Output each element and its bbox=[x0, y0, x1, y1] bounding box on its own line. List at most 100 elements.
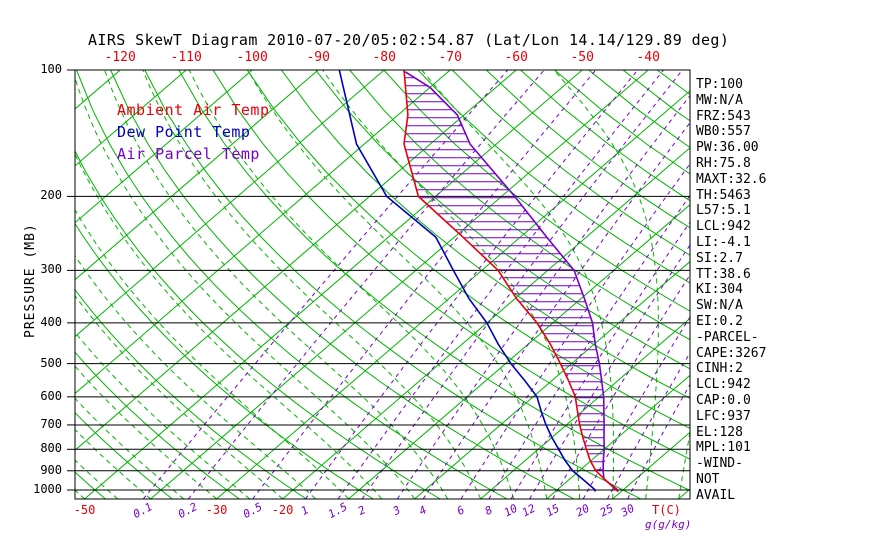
isotherm-line bbox=[414, 260, 690, 499]
moist-adiabat-line bbox=[322, 70, 581, 499]
stats-line: -PARCEL- bbox=[696, 329, 759, 345]
isotherm-line bbox=[84, 70, 583, 499]
isotherm-line bbox=[75, 70, 187, 167]
moist-adiabat-line bbox=[553, 70, 659, 499]
dry-adiabat-line bbox=[76, 70, 508, 499]
isotherm-line bbox=[75, 70, 319, 281]
isotherm-line bbox=[282, 147, 690, 499]
moist-adiabat-line bbox=[142, 70, 482, 499]
dry-adiabat-line bbox=[212, 70, 690, 460]
moist-adiabat-line bbox=[75, 397, 185, 499]
moist-adiabat-line bbox=[188, 70, 515, 499]
stats-line: AVAIL bbox=[696, 487, 736, 503]
stats-line: CAP:0.0 bbox=[696, 393, 751, 408]
top-axis-tick-label: -70 bbox=[438, 50, 462, 65]
stats-line: MW:N/A bbox=[696, 92, 743, 108]
stats-line: LCL:942 bbox=[696, 377, 751, 393]
mixing-ratio-line bbox=[305, 70, 639, 499]
ambient-air-temp-curve bbox=[403, 70, 619, 493]
top-axis-tick-label: -110 bbox=[170, 50, 202, 65]
air-parcel-temp-curve bbox=[404, 71, 619, 492]
stats-line: -WIND- bbox=[696, 456, 743, 472]
isotherm-line bbox=[216, 90, 690, 499]
stats-line: TT:38.6 bbox=[696, 266, 751, 282]
pressure-tick-label: 300 bbox=[40, 262, 62, 277]
moist-adiabat-line bbox=[104, 70, 449, 499]
stats-line: RH:75.8 bbox=[696, 156, 751, 171]
dry-adiabat-line bbox=[75, 222, 374, 499]
dry-adiabat-line bbox=[485, 70, 690, 229]
dry-adiabat-line bbox=[178, 70, 690, 492]
top-axis-tick-label: -80 bbox=[372, 50, 396, 65]
isotherm-line bbox=[75, 70, 385, 338]
dry-adiabat-line bbox=[75, 471, 106, 499]
mixing-ratio-line bbox=[422, 121, 690, 499]
pressure-tick-label: 600 bbox=[40, 388, 62, 403]
mixing-ratio-line bbox=[460, 163, 690, 499]
top-axis-tick-label: -100 bbox=[236, 50, 268, 65]
stats-line: SI:2.7 bbox=[696, 250, 743, 266]
legend-dew-point-temp: Dew Point Temp bbox=[117, 123, 251, 141]
temp-axis-unit-label: T(C) bbox=[652, 503, 681, 517]
dry-adiabat-line bbox=[144, 70, 642, 499]
top-axis-tick-label: -120 bbox=[104, 50, 136, 65]
pressure-tick-label: 400 bbox=[40, 314, 62, 329]
plot-frame bbox=[74, 69, 691, 500]
legend-air-parcel-temp: Air Parcel Temp bbox=[117, 145, 260, 163]
bottom-temp-tick-label: -20 bbox=[271, 503, 294, 517]
moist-adiabat-line bbox=[247, 70, 548, 499]
mixing-ratio-line bbox=[607, 351, 690, 499]
stats-line: LI:-4.1 bbox=[696, 235, 751, 250]
dry-adiabat-line bbox=[383, 70, 690, 312]
moist-adiabat-line bbox=[75, 459, 119, 499]
dry-adiabat-line bbox=[110, 70, 575, 499]
stats-line: TP:100 bbox=[696, 77, 743, 92]
dry-adiabat-line bbox=[75, 351, 240, 499]
plot-area bbox=[75, 70, 690, 499]
mixing-ratio-line bbox=[582, 316, 690, 499]
bottom-temp-tick-label: -50 bbox=[73, 503, 96, 517]
mixing-ratio-line bbox=[488, 194, 690, 499]
stats-line: L57:5.1 bbox=[696, 203, 751, 219]
pressure-tick-label: 500 bbox=[40, 355, 62, 370]
moist-adiabat-line bbox=[75, 489, 86, 499]
dry-adiabat-line bbox=[417, 70, 690, 284]
chart-title: AIRS SkewT Diagram 2010-07-20/05:02:54.8… bbox=[88, 31, 730, 49]
moist-adiabat-line bbox=[75, 254, 317, 499]
mixing-ratio-line bbox=[529, 244, 690, 499]
dry-adiabat-line bbox=[451, 70, 690, 256]
stats-line: CINH:2 bbox=[696, 361, 743, 377]
moist-adiabat-line bbox=[75, 152, 383, 499]
stats-line: EL:128 bbox=[696, 424, 743, 440]
isotherm-line bbox=[480, 317, 690, 499]
stats-line: FRZ:543 bbox=[696, 108, 751, 124]
isotherm-line bbox=[75, 70, 253, 224]
legend-ambient-air-temp: Ambient Air Temp bbox=[117, 101, 270, 119]
stats-line: WB0:557 bbox=[696, 124, 751, 140]
stats-line: LCL:942 bbox=[696, 219, 751, 235]
mixing-ratio-line bbox=[252, 70, 597, 499]
moist-adiabat-line bbox=[75, 428, 152, 499]
isotherm-line bbox=[75, 70, 121, 110]
stats-line: TH:5463 bbox=[696, 187, 751, 203]
moist-adiabat-line bbox=[75, 295, 284, 499]
dew-point-temp-curve bbox=[338, 70, 597, 492]
stats-line: LFC:937 bbox=[696, 408, 751, 424]
dry-adiabat-line bbox=[246, 70, 690, 429]
dry-adiabat-line bbox=[656, 70, 690, 96]
stats-line: NOT bbox=[696, 472, 720, 487]
mixing-ratio-line bbox=[510, 221, 690, 499]
mixing-ratio-line bbox=[627, 383, 690, 499]
pressure-tick-label: 200 bbox=[40, 188, 62, 203]
moist-adiabat-line bbox=[75, 365, 218, 499]
stats-line: SW:N/A bbox=[696, 298, 743, 314]
top-axis-tick-label: -50 bbox=[570, 50, 594, 65]
moist-adiabat-line bbox=[75, 208, 350, 499]
pressure-tick-label: 700 bbox=[40, 416, 62, 431]
dry-adiabat-line bbox=[315, 70, 690, 370]
stats-line: CAPE:3267 bbox=[696, 345, 767, 361]
top-axis-tick-label: -40 bbox=[636, 50, 660, 65]
pressure-tick-label: 1000 bbox=[33, 482, 62, 496]
